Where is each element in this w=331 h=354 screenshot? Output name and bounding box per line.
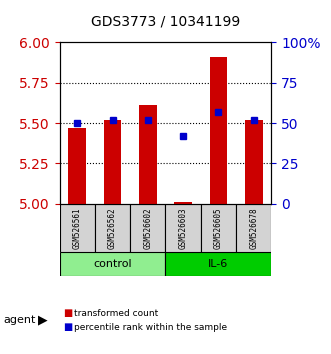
Text: GSM526605: GSM526605	[214, 207, 223, 249]
FancyBboxPatch shape	[166, 204, 201, 252]
FancyBboxPatch shape	[60, 252, 166, 276]
Text: transformed count: transformed count	[74, 309, 159, 318]
FancyBboxPatch shape	[60, 204, 95, 252]
Text: GSM526562: GSM526562	[108, 207, 117, 249]
Bar	[174, 202, 192, 204]
Bar	[210, 57, 227, 204]
Text: IL-6: IL-6	[208, 259, 229, 269]
Bar	[69, 128, 86, 204]
Text: GSM526678: GSM526678	[249, 207, 258, 249]
Text: control: control	[93, 259, 132, 269]
FancyBboxPatch shape	[166, 252, 271, 276]
Text: ■: ■	[63, 322, 72, 332]
FancyBboxPatch shape	[236, 204, 271, 252]
Text: GDS3773 / 10341199: GDS3773 / 10341199	[91, 14, 240, 28]
FancyBboxPatch shape	[95, 204, 130, 252]
Text: agent: agent	[3, 315, 36, 325]
Text: ■: ■	[63, 308, 72, 318]
Text: GSM526602: GSM526602	[143, 207, 152, 249]
Text: ▶: ▶	[38, 314, 48, 327]
FancyBboxPatch shape	[130, 204, 166, 252]
Text: GSM526561: GSM526561	[73, 207, 82, 249]
Bar	[245, 120, 262, 204]
Text: percentile rank within the sample: percentile rank within the sample	[74, 323, 228, 332]
Bar	[104, 120, 121, 204]
FancyBboxPatch shape	[201, 204, 236, 252]
Text: GSM526603: GSM526603	[179, 207, 188, 249]
Bar	[139, 105, 157, 204]
